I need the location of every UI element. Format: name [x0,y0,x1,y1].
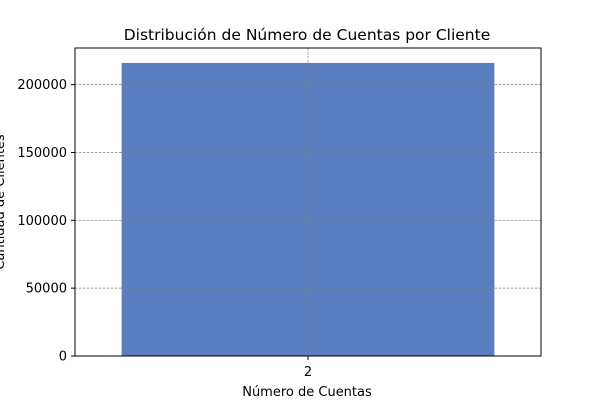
x-tick-label: 2 [304,365,312,380]
y-tick-label: 50000 [26,282,67,297]
axes-frame [74,47,542,357]
y-tick-label: 200000 [17,78,67,93]
y-tick-label: 100000 [17,214,67,229]
y-tick-label: 150000 [17,146,67,161]
y-axis-label: Cantidad de Clientes [0,134,8,270]
x-axis-label: Número de Cuentas [242,385,372,400]
y-tick-label: 0 [59,350,67,365]
plot-area: 0 50000 100000 150000 200000 2 [17,47,542,380]
chart-title: Distribución de Número de Cuentas por Cl… [124,26,491,44]
